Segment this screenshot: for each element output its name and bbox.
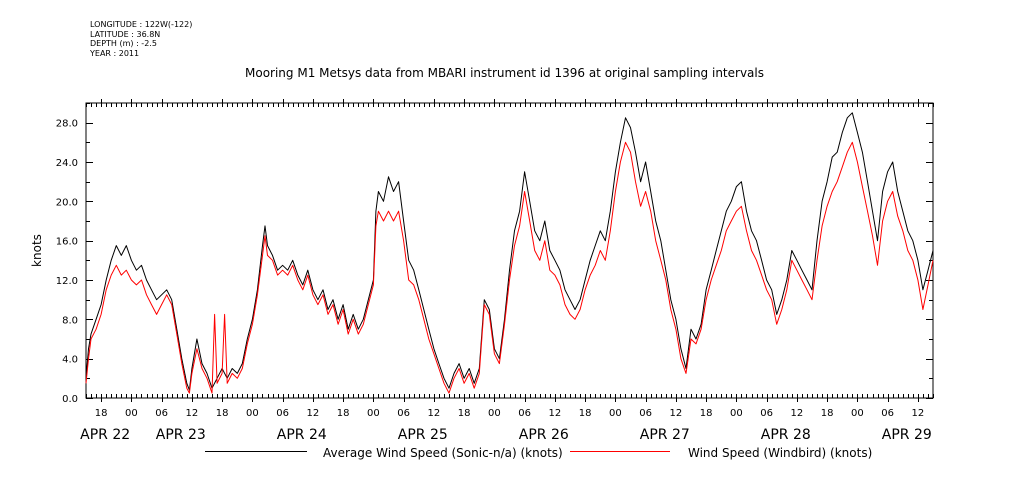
x-tick-label: 00: [488, 408, 501, 419]
x-tick-label: 18: [95, 408, 108, 419]
date-label: APR 22: [80, 427, 130, 443]
date-label: APR 24: [277, 427, 327, 443]
chart-title: Mooring M1 Metsys data from MBARI instru…: [245, 66, 764, 80]
y-tick-label: 24.0: [56, 158, 78, 169]
x-tick-label: 06: [155, 408, 168, 419]
x-tick-label: 18: [700, 408, 713, 419]
date-label: APR 27: [640, 427, 690, 443]
x-tick-label: 00: [730, 408, 743, 419]
x-tick-label: 12: [428, 408, 441, 419]
latitude-label: LATITUDE : 36.8N: [90, 29, 161, 39]
date-label: APR 28: [761, 427, 811, 443]
x-tick-label: 00: [246, 408, 259, 419]
y-tick-label: 28.0: [56, 119, 78, 130]
date-label: APR 25: [398, 427, 448, 443]
series-line-average-wind-speed: [85, 112, 934, 391]
x-tick-label: 00: [367, 408, 380, 419]
metadata-block: LONGITUDE : 122W(-122) LATITUDE : 36.8N …: [90, 20, 192, 58]
x-tick-label: 00: [851, 408, 864, 419]
x-tick-label: 18: [579, 408, 592, 419]
year-label: YEAR : 2011: [90, 48, 140, 58]
y-tick-label: 8.0: [62, 315, 78, 326]
date-label: APR 23: [156, 427, 206, 443]
x-tick-label: 18: [216, 408, 229, 419]
x-tick-label: 18: [458, 408, 471, 419]
x-tick-label: 06: [881, 408, 894, 419]
date-label: APR 26: [519, 427, 569, 443]
x-tick-label: 12: [912, 408, 925, 419]
y-tick-label: 0.0: [62, 394, 78, 405]
y-tick-label: 4.0: [62, 355, 78, 366]
y-tick-label: 20.0: [56, 197, 78, 208]
x-tick-label: 18: [821, 408, 834, 419]
series-layer: [85, 112, 934, 394]
date-label: APR 29: [882, 427, 932, 443]
y-tick-label: 12.0: [56, 276, 78, 287]
y-axis-label: knots: [30, 234, 44, 267]
x-tick-label: 06: [397, 408, 410, 419]
depth-label: DEPTH (m) : -2.5: [90, 39, 157, 48]
x-tick-label: 12: [791, 408, 804, 419]
x-tick-label: 00: [125, 408, 138, 419]
axes: 18 00 06 12 18 00 06 12 18 00 06 12 18 00 06 12 18 00 06 12…: [30, 99, 934, 443]
x-tick-label: 00: [609, 408, 622, 419]
x-tick-label: 06: [518, 408, 531, 419]
x-tick-label: 12: [307, 408, 320, 419]
legend-label-2: Wind Speed (Windbird) (knots): [688, 446, 872, 460]
x-tick-label: 06: [760, 408, 773, 419]
x-tick-label: 12: [549, 408, 562, 419]
x-tick-label: 12: [186, 408, 199, 419]
legend-label-1: Average Wind Speed (Sonic-n/a) (knots): [323, 446, 563, 460]
y-tick-label: 16.0: [56, 237, 78, 248]
x-tick-label: 06: [276, 408, 289, 419]
series-line-windbird-wind-speed: [85, 141, 934, 394]
x-tick-label: 06: [639, 408, 652, 419]
x-tick-label: 18: [337, 408, 350, 419]
longitude-label: LONGITUDE : 122W(-122): [90, 20, 193, 29]
legend: Average Wind Speed (Sonic-n/a) (knots) Wi…: [205, 446, 872, 460]
x-tick-label: 12: [670, 408, 683, 419]
